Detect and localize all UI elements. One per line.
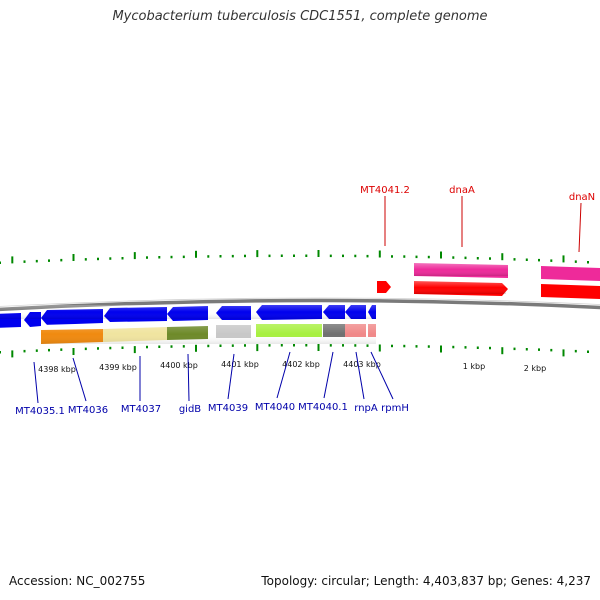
gene-label-rpmh[interactable]: rpmH xyxy=(381,403,409,414)
gene-label-mt4035-1[interactable]: MT4035.1 xyxy=(15,406,65,417)
label-leader xyxy=(187,353,190,402)
cog-bar-dnaa-shade xyxy=(414,263,508,276)
cog-bar-shade xyxy=(41,324,376,344)
label-leader xyxy=(227,353,235,400)
ruler-label: 1 kbp xyxy=(463,362,485,371)
reverse-arrow-shade xyxy=(0,305,376,319)
ruler-ticks-top xyxy=(0,250,589,264)
gene-label-dnan[interactable]: dnaN xyxy=(569,192,595,203)
label-leader xyxy=(276,351,291,399)
reverse-features xyxy=(0,305,376,328)
forward-gene-labels: MT4041.2 dnaA dnaN xyxy=(360,185,595,253)
topology-summary: Topology: circular; Length: 4,403,837 bp… xyxy=(261,574,591,588)
ruler-label: 4401 kbp xyxy=(221,360,259,369)
label-leader xyxy=(323,351,334,399)
map-title: Mycobacterium tuberculosis CDC1551, comp… xyxy=(112,9,488,24)
ruler-ticks-bottom xyxy=(0,344,589,358)
gene-arrow-dnaa-shade xyxy=(414,281,506,294)
gene-label-rnpa[interactable]: rnpA xyxy=(354,403,378,414)
gene-arrow-mt4041-2[interactable] xyxy=(377,281,391,293)
gene-label-dnaa[interactable]: dnaA xyxy=(449,185,475,196)
gene-label-gidb[interactable]: gidB xyxy=(179,404,201,415)
ruler-label: 4399 kbp xyxy=(99,363,137,372)
label-leader xyxy=(355,351,365,400)
label-leader xyxy=(370,351,394,400)
ruler-labels: 4398 kbp 4399 kbp 4400 kbp 4401 kbp 4402… xyxy=(38,360,546,374)
ruler-label: 2 kbp xyxy=(524,364,546,373)
label-leader xyxy=(72,357,87,402)
ruler-label: 4403 kbp xyxy=(343,360,381,369)
gene-label-mt4041-2[interactable]: MT4041.2 xyxy=(360,185,410,196)
gene-label-mt4037[interactable]: MT4037 xyxy=(121,404,161,415)
gene-label-mt4040[interactable]: MT4040 xyxy=(255,402,295,413)
ruler-label: 4398 kbp xyxy=(38,365,76,374)
ruler-label: 4402 kbp xyxy=(282,360,320,369)
reverse-cog-bars xyxy=(41,324,376,344)
cog-bar-dnan xyxy=(541,266,600,281)
gene-arrow-dnan[interactable] xyxy=(541,284,600,299)
ruler-label: 4400 kbp xyxy=(160,361,198,370)
forward-features xyxy=(377,263,600,299)
gene-label-mt4039[interactable]: MT4039 xyxy=(208,403,248,414)
accession-text: Accession: NC_002755 xyxy=(9,574,146,588)
reverse-gene-labels: MT4035.1 MT4036 MT4037 gidB MT4039 MT404… xyxy=(15,351,409,417)
gene-label-mt4036[interactable]: MT4036 xyxy=(68,405,108,416)
label-leader xyxy=(33,361,39,404)
genome-backbone-outline xyxy=(0,297,600,307)
label-leader xyxy=(578,202,582,253)
gene-label-mt4040-1[interactable]: MT4040.1 xyxy=(298,402,348,413)
